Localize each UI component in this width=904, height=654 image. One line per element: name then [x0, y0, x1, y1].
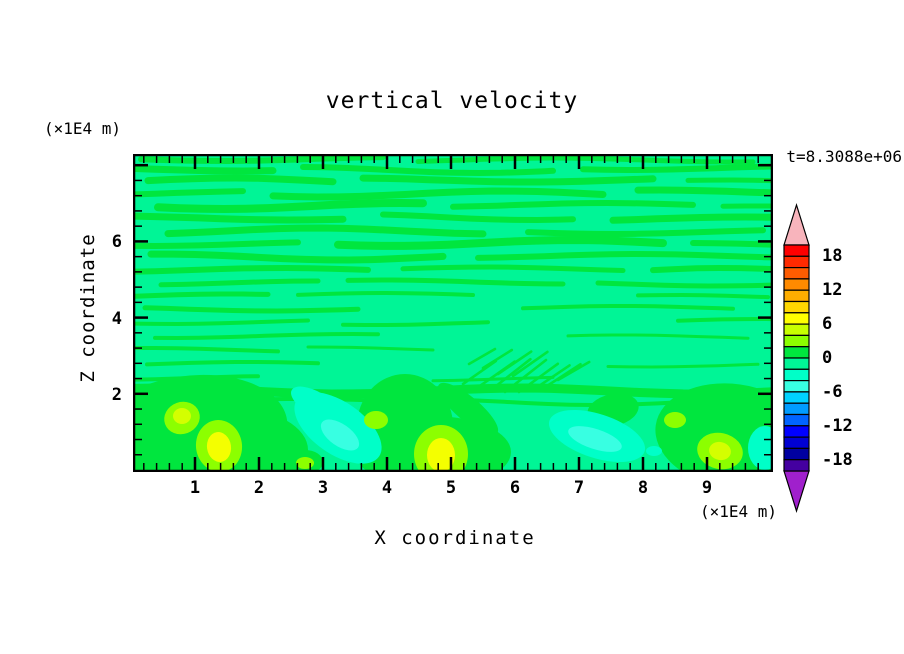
colorbar-over-arrow-icon [783, 202, 810, 246]
z-tick-label: 6 [111, 232, 122, 252]
colorbar [783, 202, 810, 514]
colorbar-under-arrow-icon [783, 470, 810, 514]
colorbar-segment [783, 266, 810, 280]
z-tick-label: 4 [111, 309, 122, 329]
x-axis-unit-label: (×1E4 m) [699, 502, 777, 521]
colorbar-tick-label: -6 [822, 381, 843, 402]
x-tick-label: 5 [445, 478, 457, 498]
contour-field [135, 156, 771, 470]
colorbar-segment [783, 255, 810, 269]
x-axis-title: X coordinate [374, 527, 536, 549]
colorbar-segment [783, 346, 810, 359]
x-tick-label: 3 [317, 478, 329, 498]
colorbar-segment [783, 402, 810, 416]
plot-border [133, 154, 773, 472]
colorbar-segment [783, 289, 810, 303]
colorbar-tick-label: 0 [822, 348, 833, 368]
z-axis-title: Z coordinate [77, 233, 99, 383]
colorbar-segment [783, 391, 810, 404]
plot-title: vertical velocity [325, 88, 579, 114]
colorbar-segment [783, 323, 810, 336]
colorbar-tick-label: -18 [822, 449, 853, 470]
x-tick-label: 4 [381, 478, 393, 498]
timestamp-label: t=8.3088e+06 [786, 147, 902, 166]
colorbar-segment [783, 425, 810, 438]
colorbar-tick-label: -12 [822, 415, 853, 436]
colorbar-tick-label: 18 [822, 246, 843, 267]
z-tick-label: 2 [111, 385, 122, 405]
colorbar-segment [783, 312, 810, 325]
colorbar-segment [783, 244, 810, 257]
x-tick-label: 9 [701, 478, 713, 498]
colorbar-segment [783, 436, 810, 450]
colorbar-segment [783, 380, 810, 393]
colorbar-segment [783, 459, 810, 472]
colorbar-tick-label: 12 [822, 280, 843, 301]
colorbar-segment [783, 300, 810, 314]
axis-ticks [135, 156, 771, 470]
contour-field-plot [133, 154, 773, 472]
x-tick-label: 1 [189, 478, 201, 498]
x-tick-label: 2 [253, 478, 265, 498]
colorbar-segment [783, 278, 810, 291]
x-tick-label: 6 [509, 478, 521, 498]
x-tick-label: 7 [573, 478, 585, 498]
z-axis-unit-label: (×1E4 m) [44, 119, 122, 138]
colorbar-tick-label: 6 [822, 314, 833, 335]
x-tick-label: 8 [637, 478, 649, 498]
colorbar-segment [783, 368, 810, 382]
colorbar-segment [783, 334, 810, 348]
colorbar-segment [783, 357, 810, 370]
colorbar-segment [783, 413, 810, 427]
colorbar-segment [783, 447, 810, 461]
